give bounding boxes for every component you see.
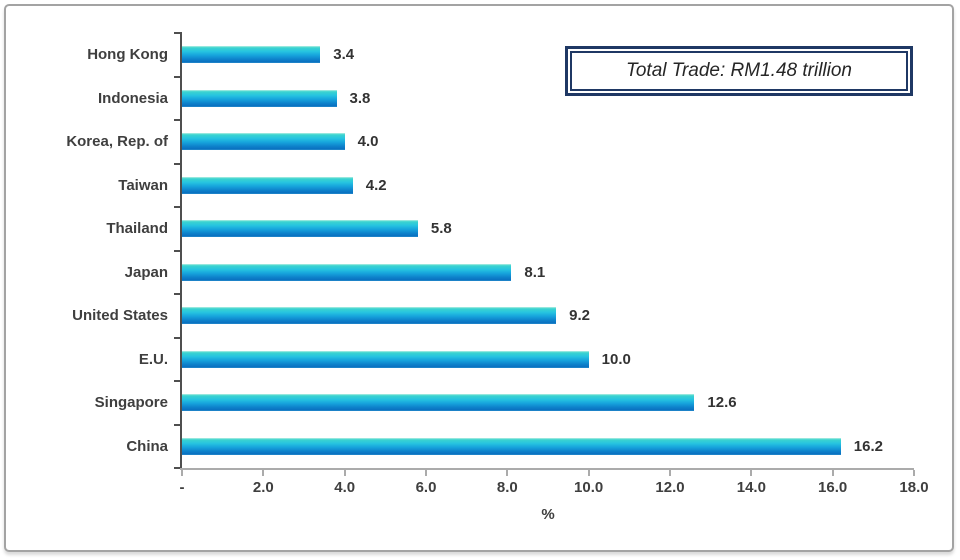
bar-japan <box>182 263 512 281</box>
bar-thailand <box>182 220 418 238</box>
x-tick-mark-6-0 <box>425 470 427 476</box>
bar-china <box>182 437 841 455</box>
bar-united-states <box>182 307 557 325</box>
value-axis-line <box>180 468 914 470</box>
value-label-united-states: 9.2 <box>569 307 590 325</box>
category-tick-mark <box>174 32 182 34</box>
x-tick-label-16-0: 16.0 <box>818 479 848 496</box>
bar-row-taiwan: 4.2 <box>182 164 914 208</box>
x-tick-label-6-0: 6.0 <box>415 479 437 496</box>
category-tick-mark <box>174 336 182 339</box>
category-label-indonesia: Indonesia <box>97 89 168 107</box>
bar-hong-kong <box>182 46 321 64</box>
bar-row-hong-kong: 3.4 <box>182 33 914 77</box>
x-tick-label-18-0: 18.0 <box>899 479 929 496</box>
x-tick-label-2-0: 2.0 <box>252 479 274 496</box>
category-tick-mark <box>174 206 182 208</box>
value-label-singapore: 12.6 <box>707 394 737 412</box>
category-label-united-states: United States <box>72 307 168 325</box>
category-tick-mark <box>174 423 182 426</box>
bar-indonesia <box>182 89 337 107</box>
category-row-korea-rep-of: Korea, Rep. of <box>6 120 168 164</box>
category-axis-labels: Hong Kong Indonesia Korea, Rep. of Taiwan Th… <box>6 33 168 468</box>
x-tick-mark-2-0 <box>262 470 265 476</box>
category-label-hong-kong: Hong Kong <box>87 46 168 64</box>
category-tick-mark <box>174 249 182 252</box>
total-trade-callout: Total Trade: RM1.48 trillion <box>565 46 913 96</box>
category-row-hong-kong: Hong Kong <box>6 33 168 77</box>
x-tick-label-4-0: 4.0 <box>334 479 356 496</box>
value-label-china: 16.2 <box>853 437 883 455</box>
category-tick-mark <box>174 293 182 295</box>
value-label-taiwan: 4.2 <box>365 176 387 194</box>
category-row-china: China <box>6 425 168 469</box>
chart-frame: Hong Kong Indonesia Korea, Rep. of Taiwan Th… <box>4 4 954 552</box>
x-tick-mark-8-0 <box>506 470 509 476</box>
bar-row-indonesia: 3.8 <box>182 77 914 121</box>
bar-row-singapore: 12.6 <box>182 381 914 425</box>
category-row-japan: Japan <box>6 251 168 295</box>
category-label-e-u: E.U. <box>138 350 168 368</box>
category-row-singapore: Singapore <box>6 381 168 425</box>
x-tick-label-8-0: 8.0 <box>496 479 518 496</box>
bar-row-e-u: 10.0 <box>182 338 914 382</box>
category-label-china: China <box>126 437 168 455</box>
category-row-united-states: United States <box>6 294 168 338</box>
x-tick-label-12-0: 12.0 <box>655 479 685 496</box>
category-tick-mark <box>174 75 182 78</box>
value-label-e-u: 10.0 <box>601 350 631 368</box>
category-label-korea-rep-of: Korea, Rep. of <box>66 133 168 151</box>
x-tick-label-14-0: 14.0 <box>736 479 766 496</box>
category-tick-mark <box>174 467 182 469</box>
category-row-thailand: Thailand <box>6 207 168 251</box>
x-axis-title: % <box>541 506 555 523</box>
value-label-indonesia: 3.8 <box>349 89 371 107</box>
value-label-hong-kong: 3.4 <box>333 46 355 64</box>
category-tick-mark <box>174 380 182 382</box>
bar-e-u <box>182 350 589 368</box>
x-tick-mark-16-0 <box>831 470 834 476</box>
bar-row-thailand: 5.8 <box>182 207 914 251</box>
category-label-thailand: Thailand <box>106 220 168 238</box>
category-row-e-u: E.U. <box>6 338 168 382</box>
value-label-thailand: 5.8 <box>430 220 452 238</box>
bar-row-united-states: 9.2 <box>182 294 914 338</box>
category-row-indonesia: Indonesia <box>6 77 168 121</box>
x-tick-mark-4-0 <box>343 470 346 476</box>
bar-taiwan <box>182 176 353 194</box>
value-label-korea-rep-of: 4.0 <box>357 133 379 151</box>
x-tick-mark-10-0 <box>587 470 590 476</box>
bar-row-china: 16.2 <box>182 425 914 469</box>
x-tick-mark- <box>181 470 183 476</box>
plot-area: 3.4 3.8 4.0 4.2 5.8 8.1 9.2 10.0 12.6 16.2 <box>174 32 914 469</box>
total-trade-text: Total Trade: RM1.48 trillion <box>626 60 852 81</box>
x-tick-mark-18-0 <box>913 470 915 476</box>
bar-row-korea-rep-of: 4.0 <box>182 120 914 164</box>
value-label-japan: 8.1 <box>524 263 546 281</box>
x-tick-mark-12-0 <box>669 470 671 476</box>
category-tick-mark <box>174 119 182 121</box>
x-tick-label-10-0: 10.0 <box>574 479 604 496</box>
category-row-taiwan: Taiwan <box>6 164 168 208</box>
bar-korea-rep-of <box>182 133 345 151</box>
bar-row-japan: 8.1 <box>182 251 914 295</box>
category-label-japan: Japan <box>124 263 168 281</box>
category-label-taiwan: Taiwan <box>118 176 168 194</box>
category-label-singapore: Singapore <box>94 394 168 412</box>
x-tick-mark-14-0 <box>750 470 753 476</box>
x-tick-label-: - <box>179 479 185 496</box>
bar-singapore <box>182 394 695 412</box>
category-tick-mark <box>174 162 182 165</box>
